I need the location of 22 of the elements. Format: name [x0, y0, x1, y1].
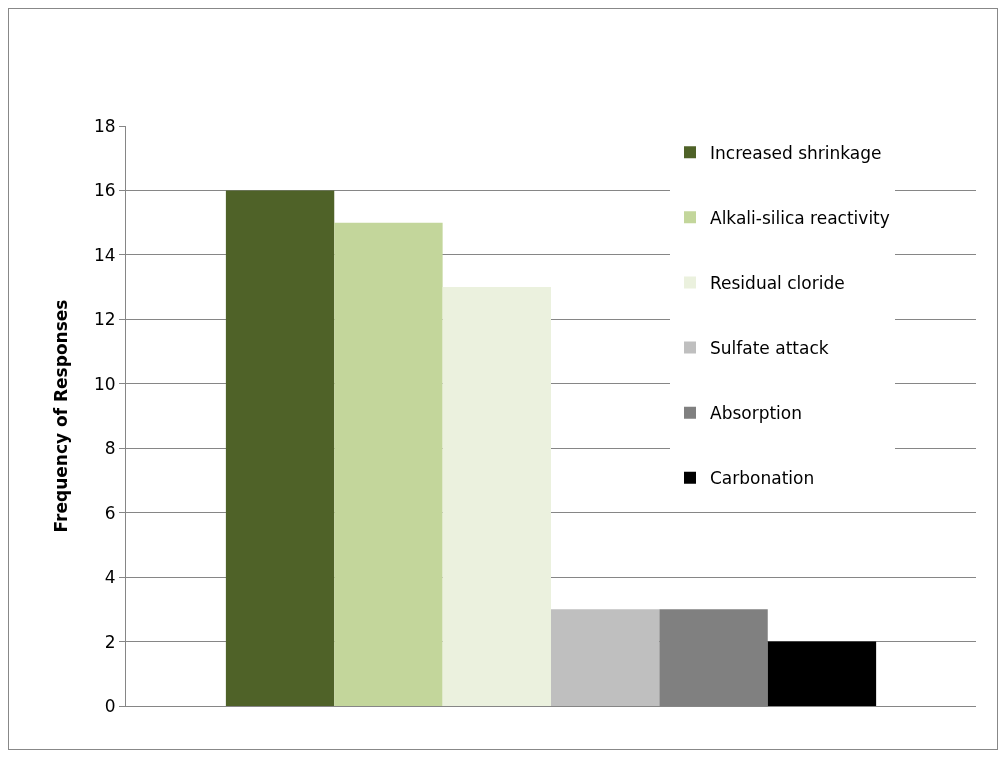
y-tick-label: 2	[104, 631, 116, 652]
y-tick-label: 16	[93, 180, 116, 201]
y-tick-label: 14	[93, 244, 116, 265]
legend-label: Carbonation	[710, 468, 815, 489]
bar	[551, 609, 660, 706]
bar	[767, 641, 877, 706]
y-tick-label: 8	[104, 438, 116, 459]
y-tick-label: 0	[104, 695, 116, 716]
legend-label: Absorption	[710, 403, 803, 424]
y-tick-label: 10	[93, 373, 116, 394]
legend-label: Increased shrinkage	[710, 142, 882, 163]
legend-label: Residual cloride	[710, 273, 845, 294]
y-tick-label: 4	[104, 567, 116, 588]
y-tick-label: 12	[93, 309, 116, 330]
y-axis-title: Frequency of Responses	[50, 299, 71, 533]
legend-label: Alkali-silica reactivity	[710, 207, 890, 228]
legend-label: Sulfate attack	[710, 338, 829, 359]
y-tick-label: 18	[93, 115, 116, 136]
y-tick-label: 6	[104, 502, 116, 523]
bar	[225, 190, 335, 706]
bar	[442, 287, 551, 706]
bar	[334, 222, 443, 706]
